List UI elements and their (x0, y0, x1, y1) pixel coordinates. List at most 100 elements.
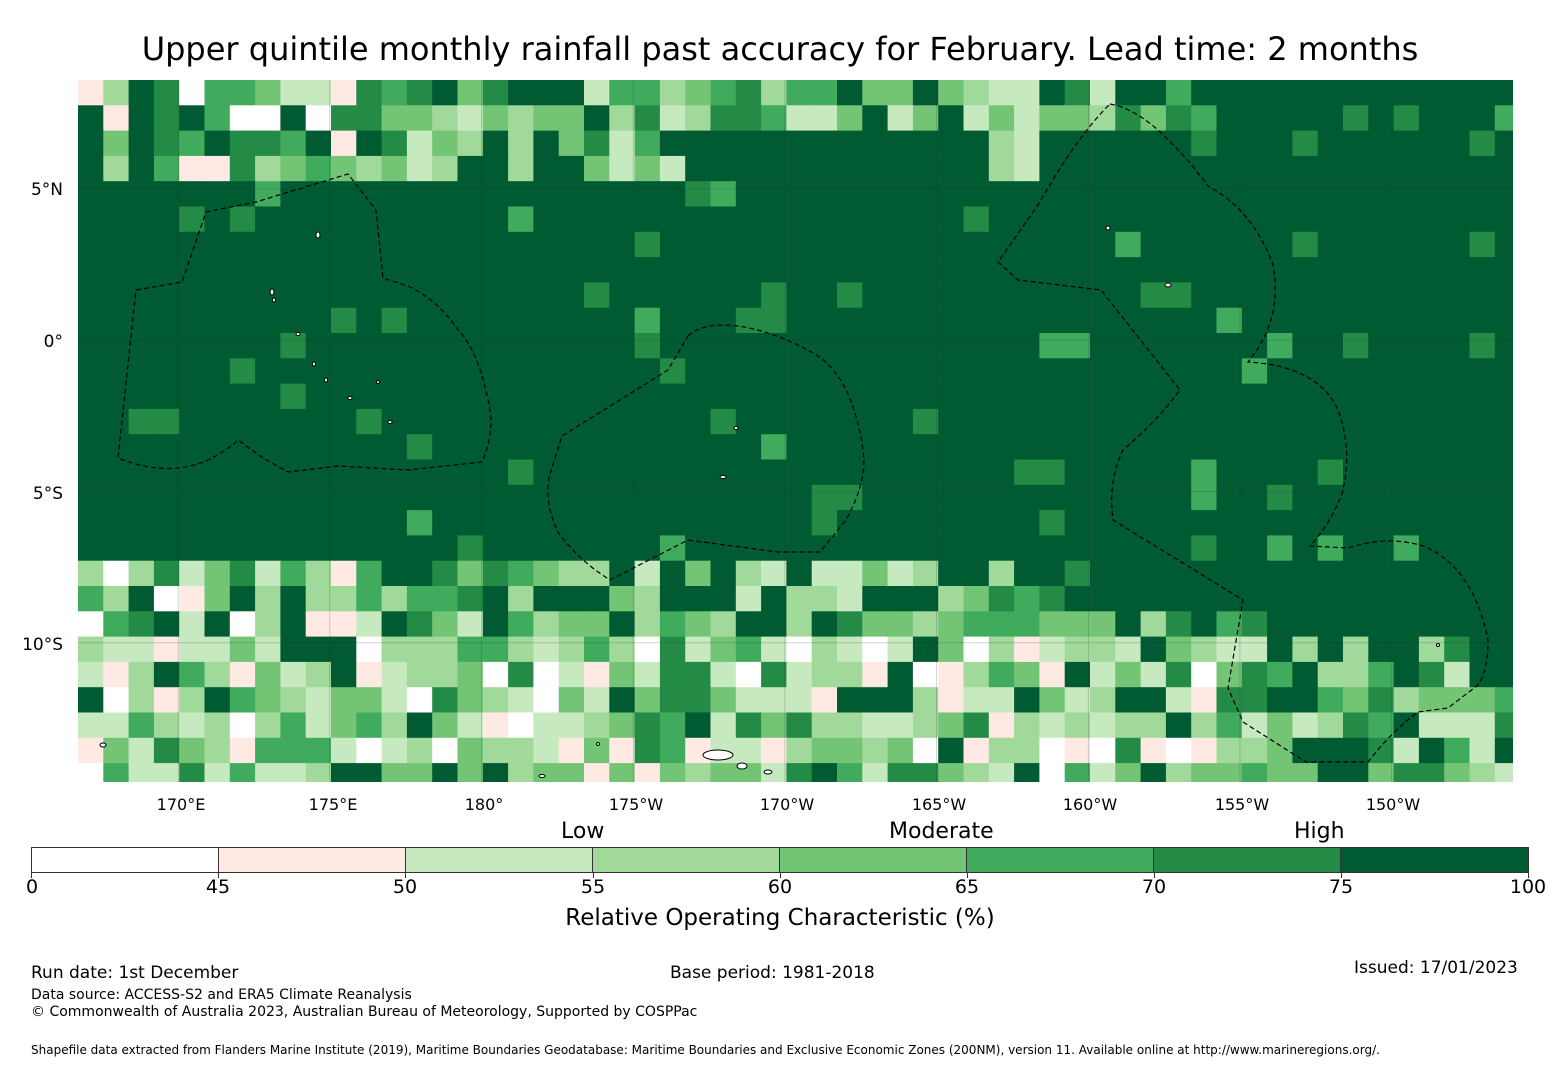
colorbar-bin-70-75 (1154, 848, 1341, 872)
colorbar-tick-45: 45 (205, 876, 231, 898)
roc-grid-cell (508, 333, 534, 359)
roc-grid-cell (381, 611, 408, 638)
roc-grid-cell (406, 737, 433, 764)
roc-grid-cell (482, 611, 509, 638)
roc-grid-cell (78, 510, 104, 536)
roc-grid-cell (331, 181, 357, 208)
roc-grid-cell (1216, 737, 1243, 764)
roc-grid-cell (1418, 687, 1445, 714)
roc-grid-cell (1469, 358, 1496, 385)
roc-grid-cell (381, 80, 408, 106)
roc-grid-cell (558, 155, 585, 182)
roc-grid-cell (229, 535, 256, 562)
roc-grid-cell (1368, 611, 1395, 638)
roc-grid-cell (356, 737, 383, 764)
roc-grid-cell (1393, 80, 1420, 106)
roc-grid-cell (153, 307, 180, 334)
roc-grid-cell (1494, 333, 1513, 359)
roc-grid-cell (1444, 181, 1471, 208)
roc-grid-cell (710, 257, 737, 283)
roc-grid-cell (1064, 535, 1091, 562)
roc-grid-cell (558, 636, 585, 663)
roc-grid-cell (1191, 687, 1218, 714)
lat-label-10s: 10°S (22, 635, 63, 655)
roc-grid-cell (634, 307, 661, 334)
roc-grid-cell (862, 687, 889, 714)
roc-grid-cell (634, 484, 661, 511)
roc-grid-cell (1469, 636, 1496, 663)
roc-grid-cell (938, 586, 965, 612)
roc-grid-cell (432, 130, 459, 157)
roc-grid-cell (1267, 257, 1293, 283)
roc-grid-cell (1368, 687, 1395, 714)
roc-grid-cell (1014, 611, 1040, 638)
roc-grid-cell (229, 105, 256, 132)
roc-grid-cell (204, 712, 231, 739)
roc-grid-cell (533, 231, 560, 258)
roc-grid-cell (356, 484, 383, 511)
roc-grid-cell (305, 560, 332, 587)
roc-grid-cell (229, 383, 256, 410)
roc-grid-cell (1039, 586, 1066, 612)
roc-grid-cell (1267, 80, 1293, 106)
roc-grid-cell (381, 661, 408, 688)
roc-grid-cell (938, 661, 965, 688)
roc-grid-cell (1241, 105, 1268, 132)
roc-grid-cell (1292, 408, 1319, 435)
roc-grid-cell (1469, 484, 1496, 511)
roc-grid-cell (204, 434, 231, 461)
roc-grid-cell (1039, 333, 1066, 359)
roc-grid-cell (1494, 257, 1513, 283)
roc-grid-cell (1393, 737, 1420, 764)
roc-grid-cell (1140, 434, 1167, 461)
roc-grid-cell (988, 408, 1015, 435)
roc-grid-cell (685, 333, 712, 359)
roc-grid-cell (508, 130, 534, 157)
roc-grid-cell (558, 687, 585, 714)
roc-grid-cell (356, 510, 383, 536)
roc-grid-cell (1241, 510, 1268, 536)
roc-grid-cell (558, 459, 585, 486)
roc-grid-cell (1165, 155, 1192, 182)
roc-grid-cell (1444, 206, 1471, 233)
roc-grid-cell (482, 586, 509, 612)
roc-grid-cell (1418, 282, 1445, 309)
roc-grid-cell (179, 459, 206, 486)
roc-grid-cell (280, 737, 307, 764)
roc-grid-cell (1140, 130, 1167, 157)
roc-grid-cell (1393, 510, 1420, 536)
roc-grid-cell (558, 434, 585, 461)
roc-grid-cell (153, 763, 180, 782)
roc-grid-cell (1418, 206, 1445, 233)
roc-grid-cell (1115, 130, 1142, 157)
roc-grid-cell (1393, 712, 1420, 739)
roc-grid-cell (609, 459, 636, 486)
roc-grid-cell (128, 282, 155, 309)
island-outline (312, 361, 316, 367)
roc-grid-cell (1241, 586, 1268, 612)
roc-grid-cell (1191, 434, 1218, 461)
lon-label-150w: 150°W (1365, 795, 1421, 814)
roc-grid-cell (938, 408, 965, 435)
roc-grid-cell (988, 484, 1015, 511)
island-outline (596, 742, 600, 746)
roc-grid-cell (457, 105, 484, 132)
roc-grid-cell (305, 484, 332, 511)
roc-grid-cell (938, 282, 965, 309)
roc-grid-cell (255, 282, 281, 309)
roc-grid-cell (356, 459, 383, 486)
roc-grid-cell (1267, 661, 1293, 688)
roc-grid-cell (179, 535, 206, 562)
roc-grid-cell (1418, 535, 1445, 562)
roc-grid-cell (406, 484, 433, 511)
roc-grid-cell (1393, 611, 1420, 638)
roc-grid-cell (735, 231, 762, 258)
roc-grid-cell (331, 434, 357, 461)
roc-grid-cell (255, 535, 281, 562)
roc-grid-cell (533, 282, 560, 309)
island-outline (376, 380, 380, 384)
roc-grid-cell (609, 661, 636, 688)
roc-grid-cell (103, 560, 130, 587)
roc-grid-cell (406, 206, 433, 233)
roc-grid-cell (1317, 737, 1344, 764)
